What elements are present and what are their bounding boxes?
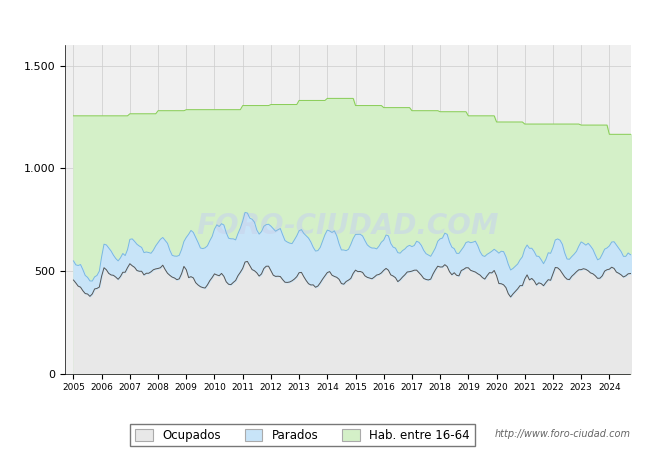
Text: Canena - Evolucion de la poblacion en edad de Trabajar Septiembre de 2024: Canena - Evolucion de la poblacion en ed… [69,13,581,26]
Legend: Ocupados, Parados, Hab. entre 16-64: Ocupados, Parados, Hab. entre 16-64 [131,424,474,446]
Text: http://www.foro-ciudad.com: http://www.foro-ciudad.com [495,429,630,439]
Text: FORO-CIUDAD.COM: FORO-CIUDAD.COM [196,212,499,240]
